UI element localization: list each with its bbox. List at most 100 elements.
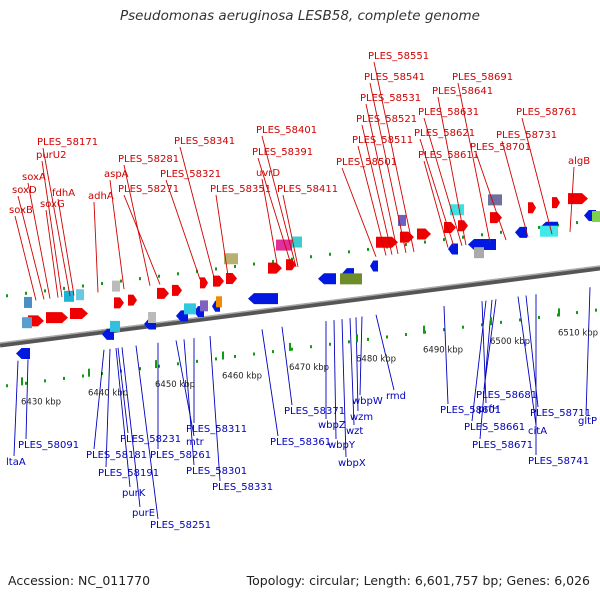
leader-line [457,82,491,243]
forward-gene [417,228,431,240]
annotation-block [224,253,238,265]
leader-line [349,318,355,426]
scale-tick [88,368,90,377]
tick-mark [481,233,483,237]
reverse-gene [448,243,458,255]
leader-line [13,360,19,457]
forward-gene [528,202,536,214]
tick-mark [215,357,217,361]
forward-gene [114,297,124,309]
gene-label-top: PLES_58631 [418,107,479,118]
forward-gene [444,222,456,234]
leader-line [585,287,591,416]
tick-mark [6,294,8,298]
scale-label: 6510 kbp [558,328,598,338]
leader-line [42,147,71,297]
tick-mark [538,225,540,229]
gene-label-top: PLES_58401 [256,125,317,136]
feature-track [16,193,600,359]
tick-mark [158,364,160,368]
leader-line [261,329,279,437]
scale-tick [423,325,425,334]
gene-label-bottom: wbpX [338,458,366,469]
gene-label-top: PLES_58531 [360,93,421,104]
leader-line [41,160,63,298]
tick-mark [386,335,388,339]
leader-line [93,349,105,450]
scale-labels: 6430 kbp 6440 kbp 6450 kbp 6460 kbp 6470 kbp… [21,308,598,407]
gene-label-top: PLES_58761 [516,107,577,118]
tick-mark [253,262,255,266]
tick-mark [329,252,331,256]
top-tick-row [6,218,597,298]
gene-label-top: PLES_58341 [174,136,235,147]
gene-label-top: adhA [88,191,114,202]
gene-label-bottom: PLES_58331 [212,482,273,493]
scale-label: 6490 kbp [423,346,463,356]
leader-line [517,296,537,426]
scale-tick [490,317,492,326]
scale-label: 6470 kbp [289,363,329,373]
gene-label-bottom: wbpY [328,440,356,451]
gene-label-top: fdhA [52,188,75,199]
scale-tick [222,351,224,360]
gene-label-bottom: PLES_58601 [440,405,501,416]
gene-label-bottom: PLES_58191 [98,468,159,479]
gene-label-top: PLES_58621 [414,128,475,139]
genome-summary-text: Topology: circular; Length: 6,601,757 bp… [246,573,590,588]
gene-label-top: PLES_58731 [496,130,557,141]
scale-tick [558,308,560,317]
leader-line [481,301,487,404]
annotation-block [340,273,362,285]
leader-line [105,348,111,468]
reverse-gene [370,260,378,272]
tick-mark [253,352,255,356]
tick-mark [443,238,445,242]
gene-label-top: PLES_58541 [364,72,425,83]
tick-mark [139,277,141,281]
tick-mark [519,318,521,322]
forward-gene [490,212,502,224]
gene-label-bottom: mtr [186,437,205,448]
annotation-block [592,211,600,223]
forward-gene [128,294,137,306]
gene-label-top: PLES_58521 [356,114,417,125]
leader-line [341,319,347,458]
leader-line [361,124,393,255]
annotation-block [184,303,196,315]
gene-label-top: PLES_58171 [37,137,98,148]
gene-label-bottom: prfH [478,404,500,415]
tick-mark [481,323,483,327]
leader-line [475,152,507,241]
scale-label: 6430 kbp [21,397,61,407]
leader-line [373,61,415,252]
annotation-block [200,300,208,312]
tick-mark [234,354,236,358]
leader-line [419,138,455,247]
annotation-block [64,290,74,302]
leader-line [521,117,553,235]
leader-line [333,320,337,440]
gene-label-top: soxA [22,172,46,183]
scale-tick [21,377,23,386]
forward-gene [157,287,169,299]
tick-mark [291,257,293,261]
tick-mark [310,345,312,349]
leader-line [471,300,487,422]
gene-label-bottom: ltaA [6,457,26,468]
gene-label-top: uvrD [256,168,280,179]
tick-mark [44,379,46,383]
gene-label-top: PLES_58551 [368,51,429,62]
tick-mark [63,286,65,290]
gene-label-bottom: PLES_58311 [186,424,247,435]
leader-line [369,82,407,253]
tick-mark [101,282,103,286]
forward-gene [268,262,282,274]
leader-line [261,135,297,268]
gene-label-top: PLES_58321 [160,169,221,180]
annotation-block [540,225,558,237]
tick-mark [500,320,502,324]
forward-gene [458,220,468,232]
scale-tick [155,360,157,369]
gene-label-bottom: PLES_58181 [86,450,147,461]
